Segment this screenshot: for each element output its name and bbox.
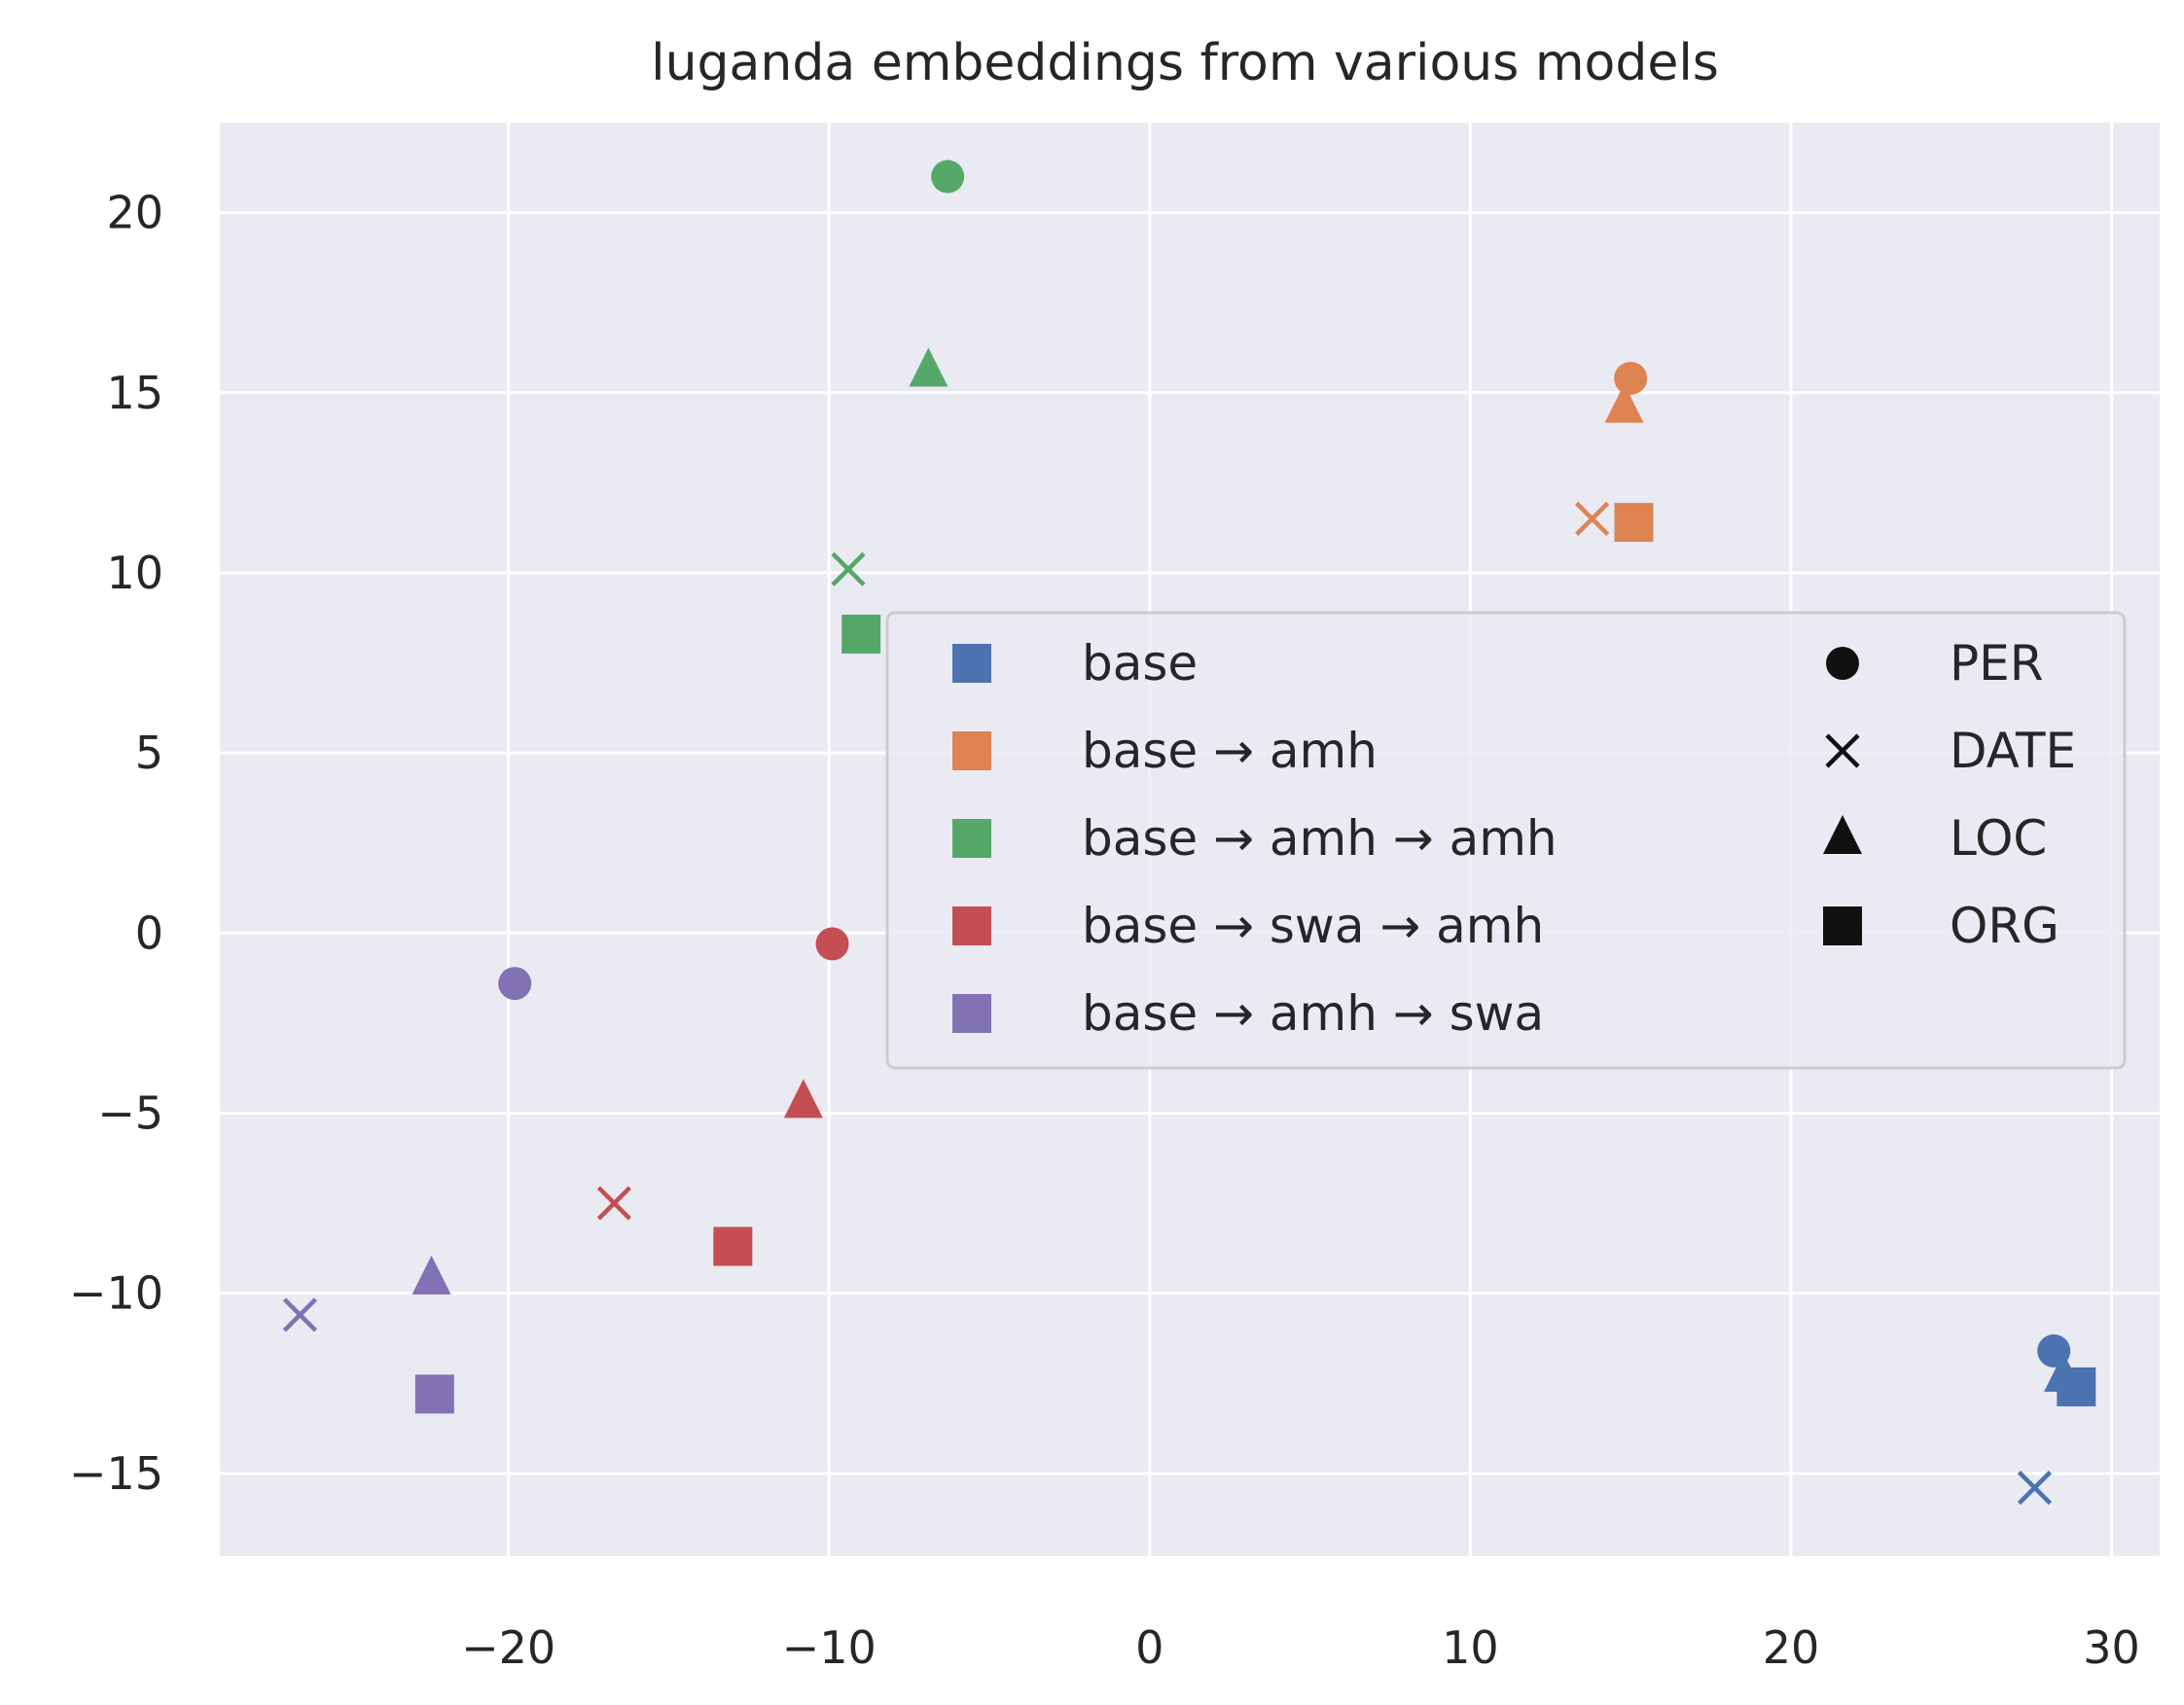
y-tick-label: 10 [106, 547, 163, 599]
legend-swatch [952, 994, 991, 1033]
legend-label: base → amh [1082, 723, 1378, 779]
y-tick-label: 20 [106, 187, 163, 239]
legend-marker [1823, 906, 1862, 945]
legend-swatch [952, 906, 991, 945]
x-tick-label: 30 [2083, 1621, 2140, 1674]
data-point [1604, 383, 1644, 423]
data-points [282, 160, 2096, 1506]
data-point [2017, 1471, 2053, 1506]
data-point [1614, 503, 1654, 543]
x-tick-label: 20 [1763, 1621, 1820, 1674]
legend-label: base → amh → swa [1082, 985, 1544, 1042]
legend-box [885, 611, 2127, 1070]
x-axis-ticks: −20 −10 0 10 20 30 [461, 1621, 2140, 1674]
legend-marker-label: PER [1950, 635, 2043, 692]
data-point [931, 160, 965, 194]
data-point [498, 967, 532, 1001]
data-point [2057, 1367, 2096, 1406]
data-point [282, 1297, 317, 1332]
legend-swatch [952, 644, 991, 683]
data-point [841, 614, 881, 654]
data-point [831, 551, 866, 586]
data-point [596, 1186, 631, 1221]
x-tick-label: 10 [1442, 1621, 1499, 1674]
legend: base base → amh base → amh → amh base → swa… [885, 611, 2127, 1070]
legend-label: base → swa → amh [1082, 898, 1544, 954]
y-tick-label: 0 [135, 906, 163, 959]
y-axis-ticks: −15 −10 −5 0 5 10 15 20 [69, 187, 163, 1500]
y-tick-label: 5 [135, 727, 163, 779]
data-point [412, 1255, 451, 1295]
legend-swatch [952, 731, 991, 770]
legend-marker [1825, 733, 1860, 768]
legend-marker [1823, 815, 1862, 854]
legend-label: base [1082, 635, 1198, 692]
data-point [815, 927, 849, 961]
legend-label: base → amh → amh [1082, 810, 1557, 867]
chart-title: luganda embeddings from various models [651, 34, 1719, 92]
data-point [713, 1226, 753, 1266]
y-tick-label: −15 [69, 1447, 163, 1500]
x-tick-label: 0 [1135, 1621, 1164, 1674]
x-tick-label: −20 [461, 1621, 555, 1674]
data-point [1614, 361, 1648, 395]
y-tick-label: −10 [69, 1267, 163, 1320]
legend-marker-label: DATE [1950, 723, 2076, 779]
y-tick-label: 15 [106, 367, 163, 419]
legend-marker-label: LOC [1950, 810, 2047, 867]
data-point [414, 1374, 454, 1414]
legend-marker-label: ORG [1950, 898, 2059, 954]
legend-marker [1826, 647, 1859, 680]
data-point [1575, 501, 1610, 536]
data-point [783, 1079, 823, 1119]
y-tick-label: −5 [97, 1086, 163, 1139]
x-tick-label: −10 [782, 1621, 877, 1674]
legend-swatch [952, 819, 991, 858]
data-point [909, 347, 949, 387]
